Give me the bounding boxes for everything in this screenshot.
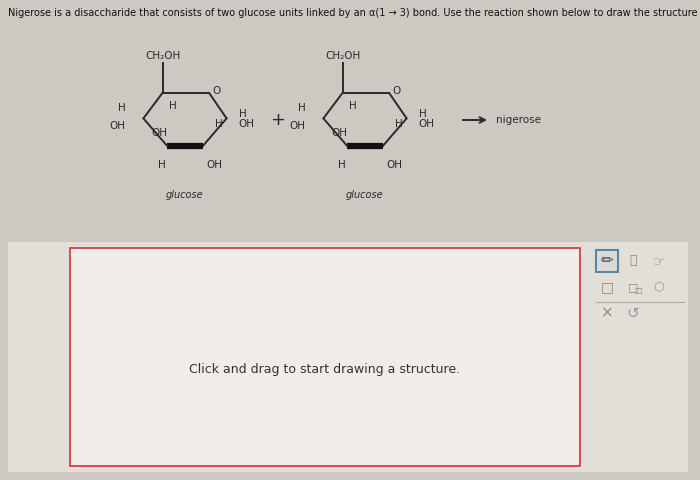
Text: CH₂OH: CH₂OH (325, 51, 360, 61)
Text: □: □ (634, 286, 642, 295)
Text: OH: OH (206, 160, 223, 170)
Bar (596, 250, 618, 272)
Text: H: H (239, 109, 246, 120)
Text: nigerose: nigerose (496, 115, 541, 125)
Text: ×: × (601, 305, 613, 321)
Text: O: O (212, 86, 220, 96)
Text: H: H (419, 109, 426, 120)
Text: OH: OH (151, 128, 167, 138)
Text: 🗑: 🗑 (629, 254, 637, 267)
Text: H: H (158, 160, 165, 170)
Text: OH: OH (419, 120, 435, 130)
Text: H: H (169, 101, 176, 111)
Text: H: H (215, 120, 223, 130)
Text: OH: OH (239, 120, 255, 130)
Bar (592, 248, 688, 466)
Text: O: O (392, 86, 400, 96)
Text: ✏: ✏ (601, 253, 613, 268)
Text: H: H (349, 101, 356, 111)
Bar (8, 242, 688, 472)
Text: OH: OH (386, 160, 402, 170)
Text: CH₂OH: CH₂OH (145, 51, 180, 61)
Text: OH: OH (289, 121, 305, 132)
Text: ☞: ☞ (652, 254, 665, 268)
Text: Nigerose is a disaccharide that consists of two glucose units linked by an α(1 →: Nigerose is a disaccharide that consists… (8, 8, 700, 18)
Text: OH: OH (109, 121, 125, 132)
Text: H: H (298, 103, 305, 113)
Text: □: □ (601, 280, 614, 294)
Text: +: + (270, 111, 286, 129)
Text: glucose: glucose (346, 190, 384, 200)
Bar (70, 248, 580, 466)
Text: H: H (118, 103, 125, 113)
Text: glucose: glucose (166, 190, 204, 200)
Text: □: □ (628, 282, 638, 292)
Text: OH: OH (331, 128, 347, 138)
Text: H: H (395, 120, 402, 130)
Text: ⬡: ⬡ (654, 280, 664, 293)
Text: H: H (337, 160, 345, 170)
Text: ↺: ↺ (626, 305, 639, 321)
Text: Click and drag to start drawing a structure.: Click and drag to start drawing a struct… (190, 363, 461, 376)
